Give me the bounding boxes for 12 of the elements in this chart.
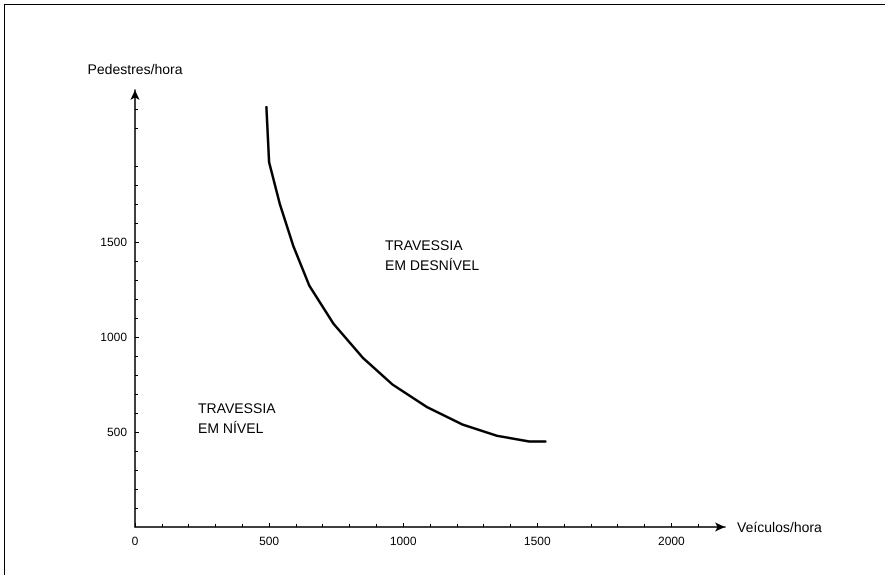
x-tick-label: 1500: [524, 534, 551, 548]
annotation: TRAVESSIA EM DESNÍVEL: [385, 237, 480, 273]
x-tick-label: 0: [132, 534, 139, 548]
y-axis-title: Pedestres/hora: [88, 61, 183, 77]
x-axis-title: Veículos/hora: [737, 519, 822, 535]
y-tick-label: 1500: [100, 235, 128, 249]
y-tick-label: 1000: [100, 330, 128, 344]
x-tick-label: 2000: [658, 534, 686, 548]
x-tick-label: 500: [259, 534, 280, 548]
x-tick-label: 1000: [390, 534, 417, 548]
annotation: TRAVESSIA EM NÍVEL: [198, 400, 276, 436]
y-tick-label: 500: [106, 425, 128, 439]
